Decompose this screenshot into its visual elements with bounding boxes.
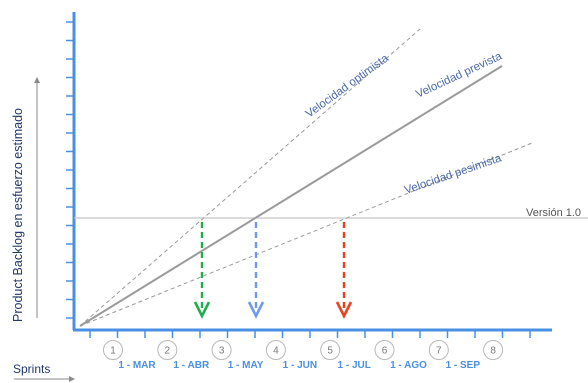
- sprint-circle: [483, 340, 504, 360]
- sprint-marker: 7: [428, 340, 449, 360]
- sprint-number: 8: [490, 346, 496, 357]
- optimistic-line: [79, 28, 421, 327]
- sprint-marker: 2: [157, 340, 178, 360]
- sprint-marker: 8: [483, 340, 504, 360]
- sprint-number: 4: [273, 346, 279, 357]
- y-axis-label: Product Backlog en esfuerzo estimado: [11, 108, 25, 322]
- y-axis-ticks: [66, 21, 74, 319]
- x-axis-ticks: [89, 330, 531, 338]
- pessimistic-arrow: [335, 222, 353, 319]
- month-labels: 1 - MAR 1 - ABR 1 - MAY 1 - JUN 1 - JUL 1 - A…: [118, 360, 480, 371]
- month-label: 1 - JUN: [283, 360, 317, 371]
- sprint-number: 6: [382, 346, 388, 357]
- sprint-circle: [157, 340, 178, 360]
- sprint-number: 5: [327, 346, 333, 357]
- optimistic-label: Velocidad optimista: [304, 52, 392, 120]
- sprint-number: 1: [110, 346, 116, 357]
- sprint-marker: 3: [211, 340, 232, 360]
- month-label: 1 - AGO: [390, 360, 427, 371]
- sprint-circle: [320, 340, 341, 360]
- month-label: 1 - JUL: [338, 360, 371, 371]
- sprint-number: 3: [219, 346, 225, 357]
- expected-line: [79, 65, 503, 327]
- x-axis-label: Sprints: [13, 362, 50, 376]
- pessimistic-label: Velocidad pesimista: [403, 152, 504, 197]
- sprint-circle: [428, 340, 449, 360]
- sprint-circle: [265, 340, 286, 360]
- month-label: 1 - MAR: [118, 360, 156, 371]
- sprint-circle: [374, 340, 395, 360]
- sprint-marker: 6: [374, 340, 395, 360]
- sprint-marker: 4: [265, 340, 286, 360]
- version-label: Versión 1.0: [526, 207, 581, 219]
- month-label: 1 - ABR: [173, 360, 210, 371]
- sprint-marker: 5: [320, 340, 341, 360]
- expected-arrow: [247, 222, 265, 319]
- sprint-markers: 1 2 3 4 5 6 7 8: [103, 340, 504, 360]
- month-label: 1 - MAY: [228, 360, 264, 371]
- sprint-number: 2: [165, 346, 171, 357]
- sprint-circle: [211, 340, 232, 360]
- sprint-number: 7: [436, 346, 442, 357]
- sprint-circle: [103, 340, 123, 360]
- sprint-marker: 1: [103, 340, 123, 360]
- pessimistic-line: [79, 142, 533, 327]
- month-label: 1 - SEP: [446, 360, 481, 371]
- optimistic-arrow: [193, 222, 211, 319]
